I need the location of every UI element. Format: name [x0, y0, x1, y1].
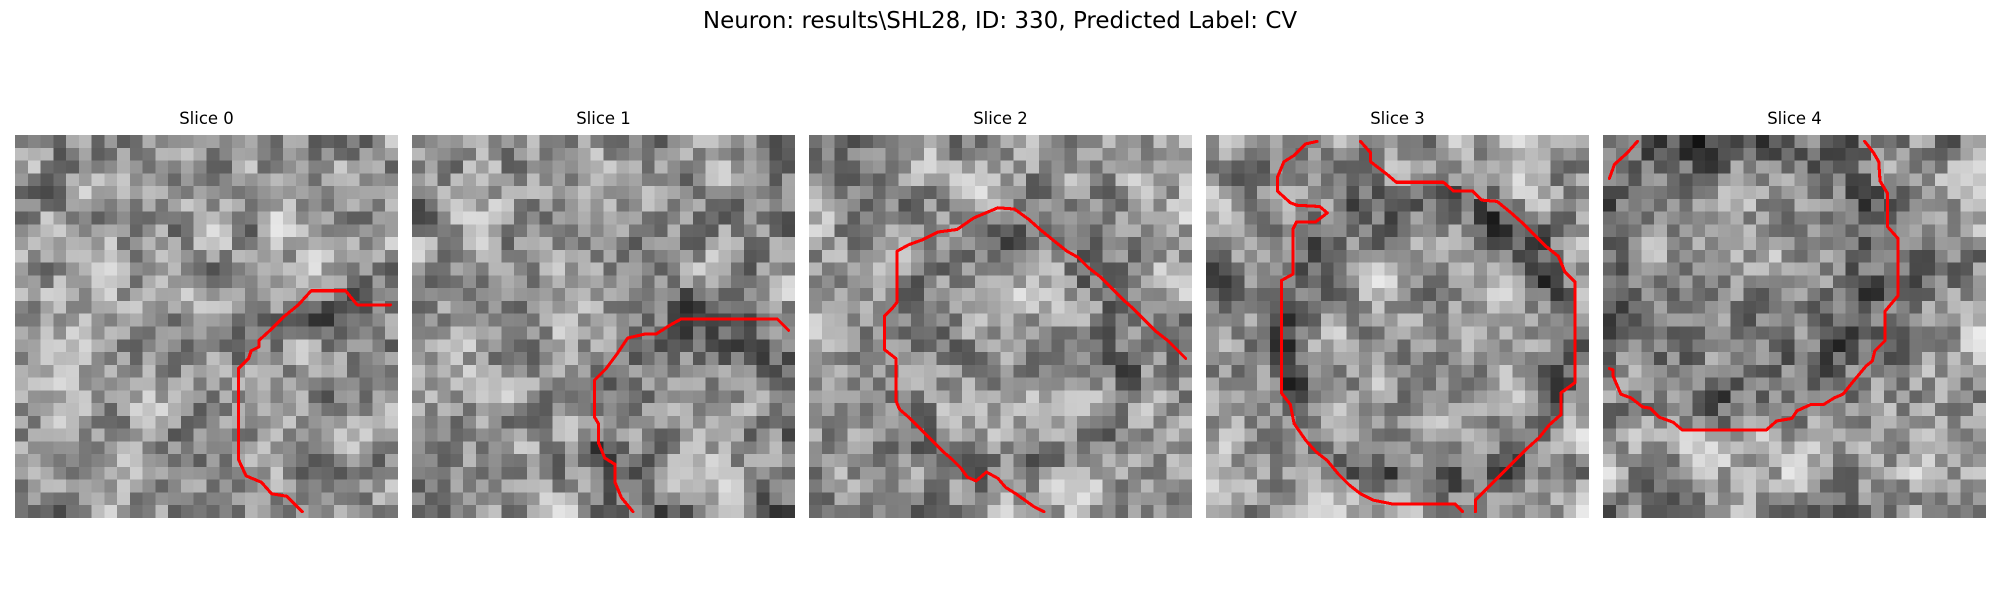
slice-panel-1: Slice 1 [412, 109, 795, 518]
segmentation-contour [1607, 139, 1640, 180]
slice-panel-2: Slice 2 [809, 109, 1192, 518]
slice-title: Slice 3 [1370, 109, 1425, 128]
segmentation-contour [236, 289, 392, 514]
slice-image [809, 135, 1192, 518]
pixel-grid [1603, 135, 1986, 518]
slice-panel-3: Slice 3 [1206, 109, 1589, 518]
pixel-grid [809, 135, 1192, 518]
segmentation-contour [1607, 139, 1900, 432]
slice-panel-4: Slice 4 [1603, 109, 1986, 518]
slice-title: Slice 0 [179, 109, 234, 128]
segmentation-contour [1358, 139, 1577, 514]
segmentation-contour [882, 206, 1188, 514]
slice-title: Slice 1 [576, 109, 631, 128]
slice-image [1206, 135, 1589, 518]
slice-panel-0: Slice 0 [15, 109, 398, 518]
slice-image [15, 135, 398, 518]
slice-title: Slice 4 [1767, 109, 1822, 128]
segmentation-contour [593, 317, 791, 514]
slice-title: Slice 2 [973, 109, 1028, 128]
slice-image [1603, 135, 1986, 518]
segmentation-contour [1275, 139, 1465, 514]
slice-image [412, 135, 795, 518]
pixel-grid [412, 135, 795, 518]
pixel-grid [1206, 135, 1589, 518]
figure-title: Neuron: results\SHL28, ID: 330, Predicte… [702, 8, 1298, 34]
pixel-grid [15, 135, 398, 518]
